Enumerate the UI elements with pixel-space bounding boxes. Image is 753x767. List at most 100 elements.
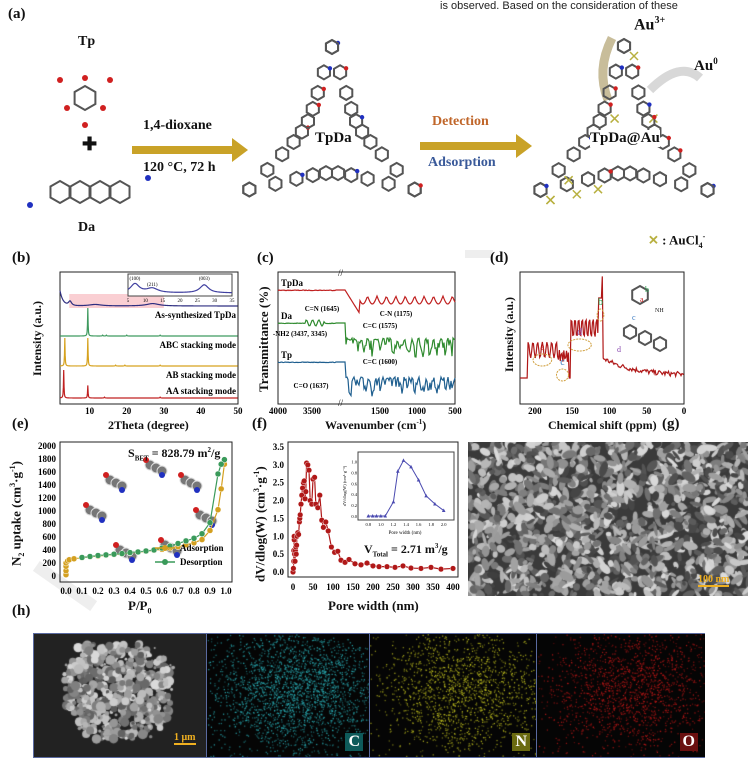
detection-label: Detection bbox=[432, 114, 489, 129]
panel-f-inset-marker bbox=[416, 478, 421, 482]
tpda-au-label: TpDa@Au bbox=[590, 130, 660, 147]
detection-arrow-head bbox=[516, 134, 532, 158]
ring-hexagon bbox=[652, 171, 668, 188]
panel-f-xtick: 150 bbox=[346, 582, 360, 592]
xlabel-text: Wavenumber (cm bbox=[325, 418, 417, 432]
ring-hexagon bbox=[625, 63, 640, 80]
ring-hexagon bbox=[667, 146, 682, 163]
panel-h-label: (h) bbox=[12, 603, 31, 619]
panel-f-data-point bbox=[376, 563, 383, 570]
panel-f-data-point bbox=[346, 556, 353, 563]
ring-hexagon bbox=[242, 181, 257, 198]
panel-b-inset-xtick: 5 bbox=[127, 299, 130, 304]
structure-label: b bbox=[645, 285, 649, 294]
axis-break-mark: // bbox=[338, 268, 344, 278]
panel-f-data-point bbox=[306, 467, 313, 474]
aucl4-legend: ✕ : AuCl4- bbox=[648, 232, 705, 250]
oxygen-map-image bbox=[537, 634, 705, 757]
panel-e-xtick: 0.0 bbox=[60, 586, 72, 596]
ring-hexagon bbox=[580, 171, 596, 188]
structure-ring bbox=[652, 335, 668, 353]
panel-b-xtick: 20 bbox=[122, 406, 132, 416]
panel-f-data-point bbox=[358, 561, 365, 568]
oxygen-atom bbox=[57, 77, 63, 83]
ring-hexagon bbox=[674, 176, 689, 193]
oxygen-atom bbox=[100, 105, 106, 111]
panel-b-inset-line bbox=[127, 282, 233, 294]
panel-f-ytick: 2.5 bbox=[273, 478, 285, 488]
sbet-s: S bbox=[128, 446, 135, 460]
sbet-value: = 828.79 m bbox=[148, 446, 208, 460]
panel-f-data-point bbox=[302, 488, 309, 495]
panel-e-data-point bbox=[214, 470, 222, 478]
panel-e-data-point bbox=[221, 456, 228, 463]
panel-d-xtick: 0 bbox=[682, 406, 687, 416]
panel-f-data-point bbox=[438, 566, 445, 573]
ring-hexagon bbox=[623, 165, 638, 182]
panel-c-annotation: C-N (1175) bbox=[380, 310, 413, 318]
panel-e-data-point bbox=[198, 530, 206, 537]
carbon-map-image bbox=[207, 634, 370, 757]
panel-c-xtick: 1000 bbox=[408, 406, 427, 416]
panel-f-inset-ytick: 0.4 bbox=[351, 492, 357, 497]
peak-highlight-ellipse bbox=[555, 368, 569, 382]
panel-e-data-point bbox=[86, 553, 94, 560]
panel-b-xlabel: 2Theta (degree) bbox=[108, 418, 189, 432]
panel-f-inset-ylabel: dV/dlog(W) (cm³·g⁻¹) bbox=[342, 465, 347, 506]
sem-overview-scale-bar: 1 μm bbox=[174, 732, 196, 745]
vtotal-sub: Total bbox=[372, 550, 388, 559]
synthesis-arrow bbox=[132, 146, 234, 154]
panel-b-xtick: 50 bbox=[234, 406, 244, 416]
panel-f-inset-marker bbox=[396, 469, 400, 473]
panel-b-plot bbox=[59, 271, 239, 405]
panel-c-series-label: TpDa bbox=[281, 278, 304, 288]
ring-hexagon bbox=[566, 146, 581, 163]
panel-f-data-point bbox=[297, 511, 304, 518]
ring-hexagon bbox=[381, 175, 396, 192]
panel-d-label: (d) bbox=[490, 250, 509, 266]
legend-marker bbox=[162, 559, 168, 565]
monomer-da-label: Da bbox=[78, 220, 96, 235]
panel-f-inset-marker bbox=[379, 514, 383, 518]
nitrogen-atom bbox=[159, 472, 165, 478]
panel-e-data-point bbox=[206, 527, 214, 534]
oxygen-atom bbox=[64, 105, 70, 111]
panel-d-xtick: 200 bbox=[528, 406, 542, 416]
ring-hexagon bbox=[597, 167, 612, 184]
panel-f-data-point bbox=[316, 492, 323, 499]
panel-f-xtick: 0 bbox=[291, 582, 296, 592]
ring-hexagon bbox=[407, 181, 422, 198]
panel-f-data-point bbox=[352, 560, 359, 567]
peak-highlight-ellipse bbox=[596, 308, 605, 322]
ring-hexagon bbox=[268, 175, 283, 192]
panel-f-inset-marker bbox=[441, 508, 446, 513]
panel-b-series-line bbox=[59, 290, 238, 307]
panel-b-xtick: 40 bbox=[196, 406, 206, 416]
aucl4-cross-icon bbox=[564, 175, 574, 185]
oxygen-atom bbox=[193, 507, 199, 513]
ylabel-text: N bbox=[8, 556, 24, 566]
panel-e-plot bbox=[59, 441, 233, 583]
tpda-label: TpDa bbox=[315, 130, 352, 146]
panel-f-data-point bbox=[301, 477, 308, 484]
structure-ring bbox=[631, 284, 649, 306]
aucl4-cross-icon: ✕ bbox=[648, 232, 659, 248]
panel-e-ytick: 1800 bbox=[38, 454, 57, 464]
oxygen-badge: O bbox=[679, 733, 698, 751]
eds-map-carbon: C bbox=[206, 634, 370, 757]
panel-c-series-label: Tp bbox=[281, 350, 292, 360]
panel-f-inset-marker bbox=[366, 514, 371, 518]
ring-hexagon bbox=[533, 181, 548, 199]
ring-hexagon bbox=[305, 166, 320, 184]
structure-ring bbox=[637, 329, 653, 347]
panel-e-data-point bbox=[134, 548, 142, 556]
ring-hexagon bbox=[700, 181, 715, 199]
panel-f-inset-ytick: 0.2 bbox=[351, 503, 357, 508]
ring-hexagon bbox=[260, 161, 275, 179]
nitrogen-atom bbox=[99, 517, 105, 523]
panel-e-ylabel: N2 uptake (cm3·g-1) bbox=[8, 461, 26, 566]
aucl4-cross-icon bbox=[572, 189, 582, 199]
structure-label: c bbox=[632, 313, 636, 322]
panel-d-peak-label: a bbox=[540, 342, 545, 353]
ring-hexagon bbox=[324, 38, 340, 56]
